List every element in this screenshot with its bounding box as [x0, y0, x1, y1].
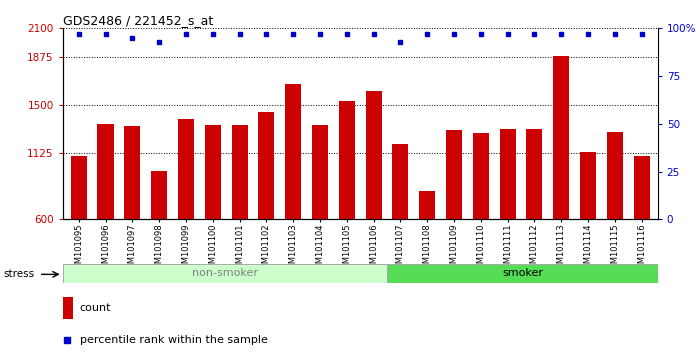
- Bar: [178, 119, 194, 219]
- Text: GDS2486 / 221452_s_at: GDS2486 / 221452_s_at: [63, 14, 213, 27]
- Bar: [205, 125, 221, 219]
- Text: smoker: smoker: [502, 268, 543, 279]
- Bar: [63, 264, 387, 283]
- Bar: [125, 126, 141, 219]
- Text: percentile rank within the sample: percentile rank within the sample: [79, 335, 267, 345]
- Bar: [580, 152, 596, 219]
- Bar: [63, 297, 73, 319]
- Bar: [419, 192, 435, 219]
- Bar: [607, 132, 623, 219]
- Bar: [71, 156, 87, 219]
- Bar: [232, 125, 248, 219]
- Bar: [500, 129, 516, 219]
- Bar: [339, 101, 355, 219]
- Bar: [258, 113, 274, 219]
- Text: non-smoker: non-smoker: [192, 268, 258, 279]
- Text: count: count: [79, 303, 111, 313]
- Bar: [446, 130, 462, 219]
- Bar: [553, 56, 569, 219]
- Text: stress: stress: [3, 269, 35, 279]
- Bar: [526, 129, 542, 219]
- Bar: [387, 264, 658, 283]
- Bar: [97, 124, 113, 219]
- Bar: [151, 171, 167, 219]
- Bar: [633, 156, 649, 219]
- Bar: [393, 144, 409, 219]
- Bar: [285, 84, 301, 219]
- Bar: [312, 125, 328, 219]
- Bar: [365, 91, 381, 219]
- Bar: [473, 133, 489, 219]
